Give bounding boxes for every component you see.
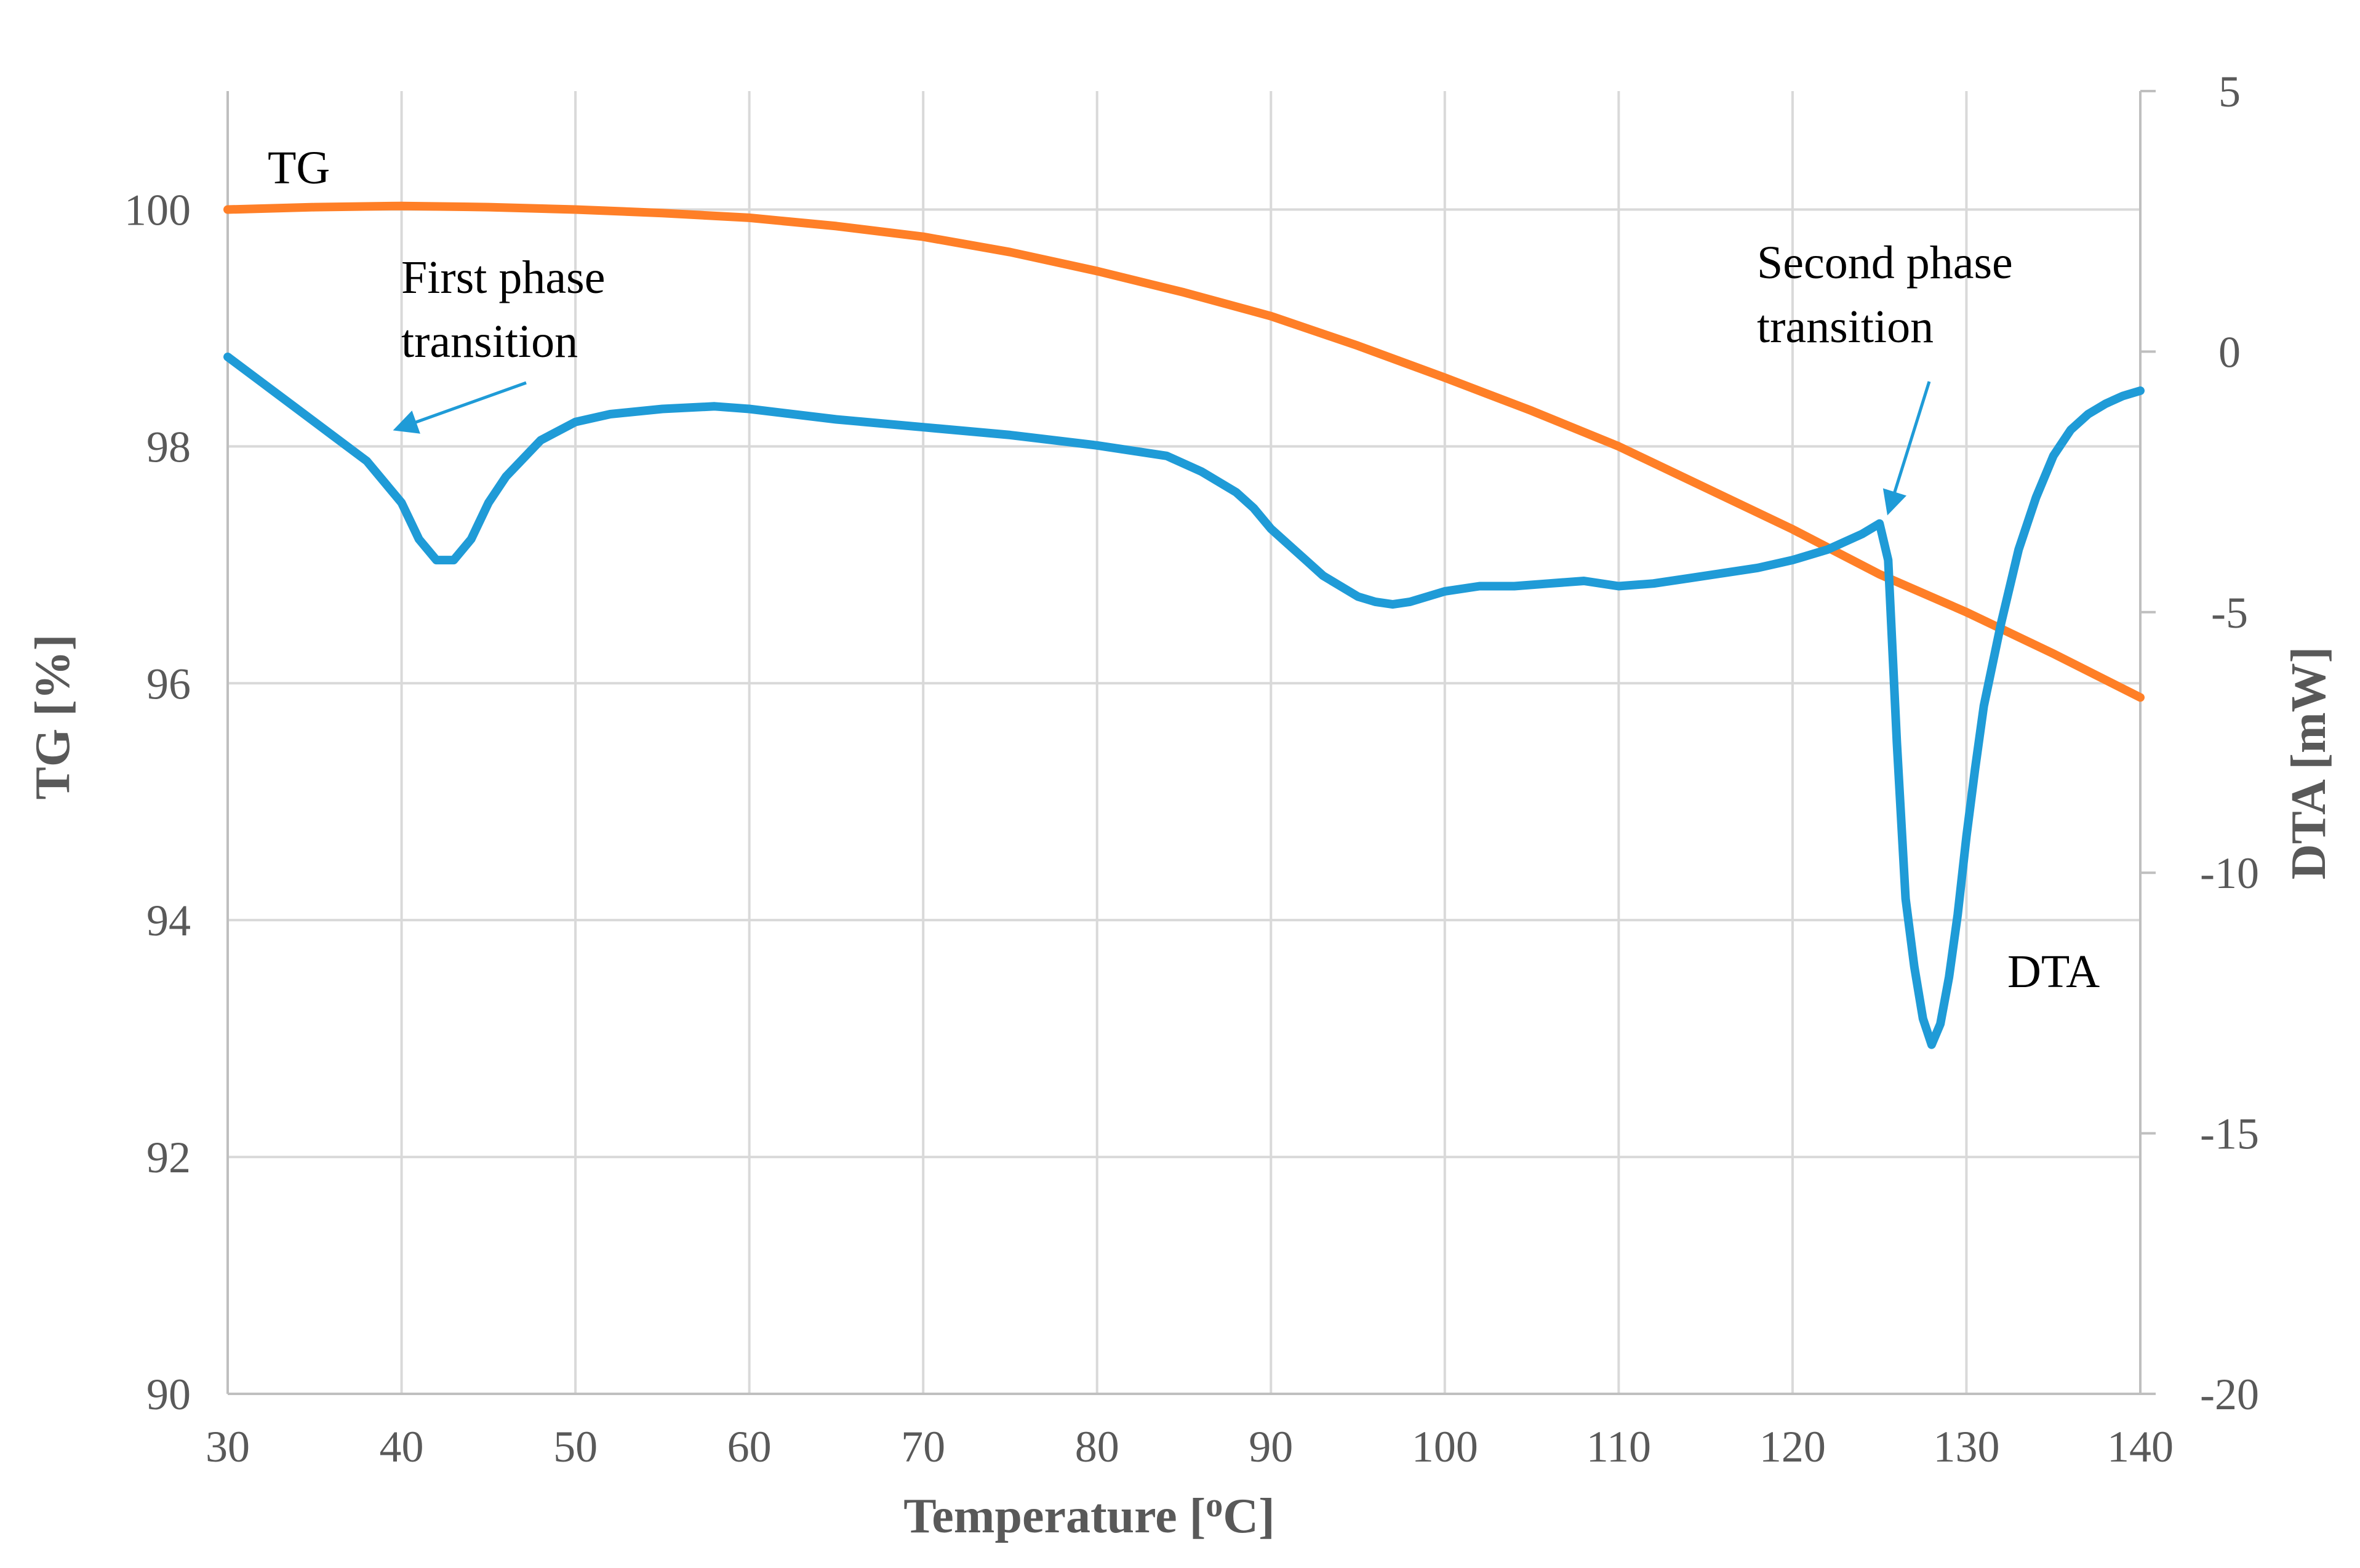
x-axis-title-superscript: o	[1206, 1486, 1223, 1524]
y-right-tick-label: -15	[2200, 1110, 2259, 1159]
x-tick-label: 80	[1075, 1422, 1119, 1471]
x-tick-label: 30	[206, 1422, 250, 1471]
tick-labels: 30 40 50 60 70 80 90 100 110 120 130 14090929496981…	[124, 67, 2259, 1471]
x-tick-label: 140	[2107, 1422, 2174, 1471]
y-left-tick-label: 94	[146, 896, 191, 945]
x-tick-label: 130	[1933, 1422, 1999, 1471]
x-tick-label: 110	[1586, 1422, 1651, 1471]
y-right-axis-title: DTA [mW]	[2282, 647, 2336, 879]
annotation-tg-label: TG	[268, 142, 330, 194]
series-line-tg	[223, 201, 2145, 702]
y-right-tick-label: -20	[2200, 1370, 2259, 1419]
x-tick-label: 50	[553, 1422, 598, 1471]
x-tick-label: 120	[1759, 1422, 1826, 1471]
x-tick-label: 40	[380, 1422, 424, 1471]
x-tick-label: 70	[901, 1422, 945, 1471]
y-right-tick-label: 0	[2218, 327, 2241, 377]
y-left-axis-title: TG [%]	[26, 634, 80, 800]
x-tick-label: 90	[1249, 1422, 1293, 1471]
axes	[226, 90, 2156, 1395]
y-left-tick-label: 92	[146, 1133, 191, 1182]
series-line-dta	[223, 352, 2145, 1049]
y-left-tick-label: 90	[146, 1370, 191, 1419]
annotation-second-phase-line2: transition	[1757, 301, 1934, 353]
x-axis-title: Temperature [oC]	[903, 1486, 1274, 1543]
y-right-tick-label: -10	[2200, 849, 2259, 898]
annotation-first-phase-line1: First phase	[401, 252, 605, 303]
y-left-tick-label: 98	[146, 422, 191, 471]
first-phase-arrow	[393, 381, 527, 434]
x-tick-label: 60	[727, 1422, 772, 1471]
y-right-tick-label: 5	[2218, 67, 2241, 116]
second-phase-arrow	[1882, 381, 1931, 516]
annotation-second-phase-line1: Second phase	[1757, 237, 2013, 289]
x-tick-label: 100	[1412, 1422, 1478, 1471]
series-layer	[223, 201, 2145, 1049]
annotation-dta-label: DTA	[2007, 946, 2100, 998]
y-left-tick-label: 96	[146, 659, 191, 708]
annotation-first-phase-line2: transition	[401, 316, 578, 367]
y-left-tick-label: 100	[124, 185, 191, 234]
y-right-tick-label: -5	[2211, 588, 2248, 638]
